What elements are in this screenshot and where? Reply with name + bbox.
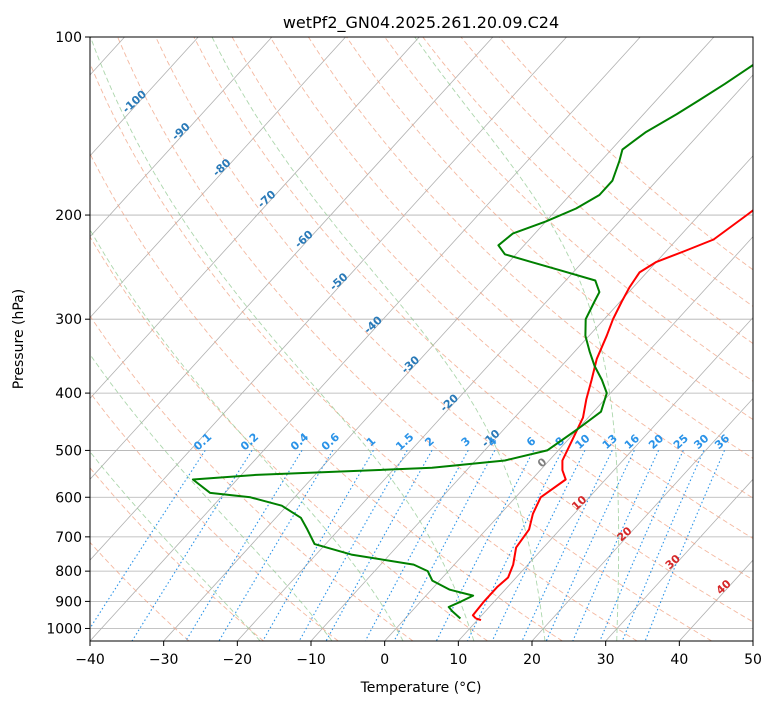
x-tick-label: 30 xyxy=(597,652,615,668)
dry-adiabat-line xyxy=(269,37,753,499)
isotherm-line xyxy=(90,37,641,641)
x-axis: −40 −30 −20 −10 0 10 20 30 40 50 xyxy=(75,641,762,668)
isotherm-line xyxy=(90,37,420,400)
mixing-ratio-line xyxy=(298,450,408,641)
y-tick-label: 700 xyxy=(55,530,82,546)
y-tick-label: 600 xyxy=(55,490,82,506)
isotherm-line xyxy=(384,236,753,641)
mixing-ratio-line xyxy=(325,450,433,641)
isotherm-line xyxy=(90,37,273,238)
moist-adiabat-line xyxy=(414,37,620,641)
mixing-ratio-line xyxy=(467,450,563,641)
y-tick-label: 200 xyxy=(55,208,82,224)
isotherm-line xyxy=(90,37,494,480)
dry-adiabat-line xyxy=(117,37,712,641)
dewpoint-profile-line xyxy=(191,63,753,620)
y-tick-label: 500 xyxy=(55,443,82,459)
x-tick-label: 10 xyxy=(449,652,467,668)
isotherm-line xyxy=(90,37,199,157)
y-tick-label: 300 xyxy=(55,312,82,328)
dry-adiabat-line xyxy=(308,37,753,459)
x-tick-label: 40 xyxy=(670,652,688,668)
moist-adiabat-line xyxy=(90,228,404,641)
chart-title: wetPf2_GN04.2025.261.20.09.C24 xyxy=(283,13,559,33)
mixing-ratio-line xyxy=(131,450,253,641)
mixing-ratio-line xyxy=(521,450,613,641)
background-reference-lines xyxy=(90,37,753,641)
moist-adiabat-line xyxy=(90,37,475,641)
temperature-profile-line xyxy=(471,209,753,620)
y-axis: 1000 900 800 700 600 500 400 300 200 100 xyxy=(46,30,90,637)
dry-adiabat-line xyxy=(422,37,753,345)
dry-adiabat-line xyxy=(231,37,753,539)
y-tick-label: 1000 xyxy=(46,621,82,637)
isotherm-line xyxy=(90,37,567,561)
x-tick-label: 20 xyxy=(523,652,541,668)
mixing-ratio-line xyxy=(185,450,303,641)
x-tick-label: 50 xyxy=(744,652,762,668)
x-tick-label: −40 xyxy=(75,652,105,668)
isotherm-line xyxy=(531,397,753,641)
isotherm-line xyxy=(90,37,346,319)
mixing-ratio-line xyxy=(262,450,374,641)
dry-adiabat-line xyxy=(90,62,638,641)
y-tick-label: 800 xyxy=(55,564,82,580)
x-tick-label: −20 xyxy=(223,652,253,668)
y-tick-label: 900 xyxy=(55,594,82,610)
dry-adiabat-line xyxy=(193,37,753,581)
y-tick-label: 400 xyxy=(55,386,82,402)
isotherm-line xyxy=(163,37,715,641)
dry-adiabat-line xyxy=(90,152,563,641)
mixing-ratio-line xyxy=(435,450,535,641)
dry-adiabat-line xyxy=(155,37,753,623)
isotherm-line xyxy=(237,74,753,641)
isotherm-line xyxy=(605,478,753,641)
dry-adiabat-line xyxy=(384,37,753,382)
x-tick-label: 0 xyxy=(380,652,389,668)
mixing-ratio-line xyxy=(393,450,496,641)
y-tick-label: 100 xyxy=(55,30,82,46)
mixing-ratio-line xyxy=(491,450,586,641)
y-axis-label: Pressure (hPa) xyxy=(11,289,27,389)
x-tick-label: −30 xyxy=(149,652,179,668)
isotherm-line xyxy=(458,316,753,641)
mixing-ratio-line xyxy=(644,450,726,641)
x-tick-label: −10 xyxy=(296,652,326,668)
moist-adiabat-line xyxy=(90,451,261,641)
moist-adiabat-line xyxy=(211,37,546,641)
plot-frame xyxy=(89,36,754,642)
parcel-start-profile-line xyxy=(475,617,482,622)
x-axis-label: Temperature (°C) xyxy=(360,680,482,696)
mixing-ratio-line xyxy=(545,450,635,641)
sounding-series xyxy=(191,63,753,622)
